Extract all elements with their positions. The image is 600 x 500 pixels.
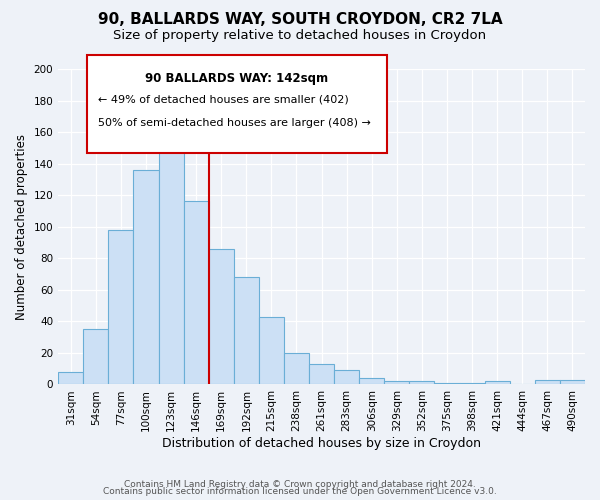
- Text: 90 BALLARDS WAY: 142sqm: 90 BALLARDS WAY: 142sqm: [145, 72, 329, 85]
- Text: 90, BALLARDS WAY, SOUTH CROYDON, CR2 7LA: 90, BALLARDS WAY, SOUTH CROYDON, CR2 7LA: [98, 12, 502, 28]
- Bar: [259, 316, 284, 384]
- Bar: [334, 370, 359, 384]
- Bar: [309, 364, 334, 384]
- Bar: [409, 382, 434, 384]
- Bar: [83, 330, 109, 384]
- Bar: [158, 128, 184, 384]
- Bar: [385, 382, 409, 384]
- Text: Size of property relative to detached houses in Croydon: Size of property relative to detached ho…: [113, 29, 487, 42]
- Bar: [485, 382, 510, 384]
- Bar: [133, 170, 158, 384]
- Bar: [359, 378, 385, 384]
- Bar: [234, 277, 259, 384]
- Text: ← 49% of detached houses are smaller (402): ← 49% of detached houses are smaller (40…: [98, 94, 349, 104]
- Text: Contains public sector information licensed under the Open Government Licence v3: Contains public sector information licen…: [103, 488, 497, 496]
- Bar: [560, 380, 585, 384]
- Bar: [209, 249, 234, 384]
- X-axis label: Distribution of detached houses by size in Croydon: Distribution of detached houses by size …: [162, 437, 481, 450]
- Bar: [434, 383, 460, 384]
- Text: 50% of semi-detached houses are larger (408) →: 50% of semi-detached houses are larger (…: [98, 118, 371, 128]
- Bar: [58, 372, 83, 384]
- Bar: [184, 202, 209, 384]
- Bar: [460, 383, 485, 384]
- Bar: [284, 353, 309, 384]
- Text: Contains HM Land Registry data © Crown copyright and database right 2024.: Contains HM Land Registry data © Crown c…: [124, 480, 476, 489]
- Bar: [535, 380, 560, 384]
- Y-axis label: Number of detached properties: Number of detached properties: [15, 134, 28, 320]
- Bar: [109, 230, 133, 384]
